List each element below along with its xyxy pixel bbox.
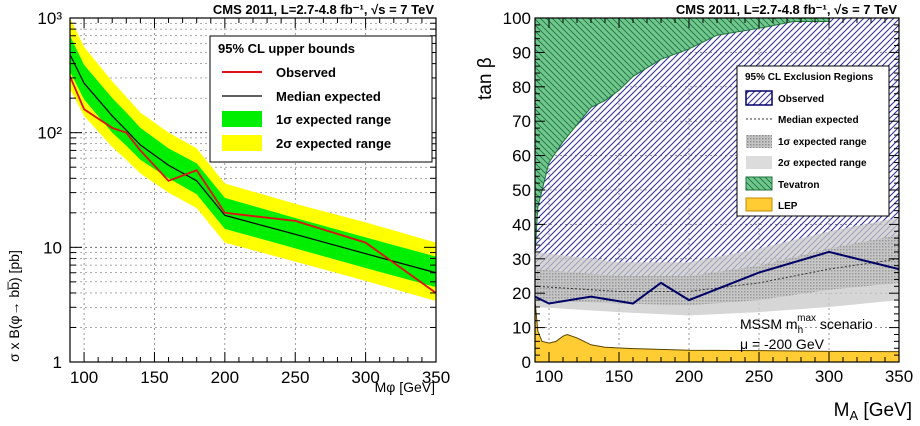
legend-tevatron-swatch bbox=[745, 176, 773, 191]
observed-line bbox=[70, 75, 436, 294]
x-tick-label: 250 bbox=[745, 367, 773, 386]
x-tick-label: 100 bbox=[70, 368, 98, 387]
legend-observed-label: Observed bbox=[276, 65, 336, 80]
x-tick-label: 150 bbox=[140, 368, 168, 387]
legend-2sigma-swatch bbox=[222, 135, 262, 151]
left-legend-title: 95% CL upper bounds bbox=[218, 41, 355, 56]
legend-2sigma-label: 2σ expected range bbox=[276, 136, 391, 151]
left-y-axis-title: σ x B(φ→ bb̅) [pb] bbox=[6, 250, 22, 362]
x-tick-label: 300 bbox=[351, 368, 379, 387]
legend-1sigma-swatch-right bbox=[746, 135, 772, 148]
x-tick-label: 200 bbox=[211, 368, 239, 387]
y-tick-label: 10³ bbox=[37, 9, 62, 28]
band-2-expected-range bbox=[70, 18, 436, 302]
lep-region bbox=[535, 300, 899, 362]
x-tick-label: 350 bbox=[422, 368, 450, 387]
mu-text: μ = -200 GeV bbox=[740, 336, 825, 352]
legend-1sigma-label-right: 1σ expected range bbox=[778, 137, 867, 148]
y-tick-label: 10 bbox=[512, 319, 531, 338]
left-ticks bbox=[70, 18, 437, 363]
y-tick-label: 100 bbox=[503, 9, 531, 28]
y-tick-label: 10² bbox=[37, 124, 62, 143]
legend-lep-label: LEP bbox=[778, 201, 798, 212]
y-tick-label: 20 bbox=[512, 284, 531, 303]
x-tick-label: 350 bbox=[885, 367, 913, 386]
left-x-tick-labels: 100 150 200 250 300 350 bbox=[70, 368, 450, 387]
legend-2sigma-swatch-right bbox=[746, 156, 772, 169]
right-panel: CMS 2011, L=2.7-4.8 fb⁻¹, √s = 7 TeV 100… bbox=[475, 2, 913, 423]
y-tick-label: 10 bbox=[43, 238, 62, 257]
y-tick-label: 30 bbox=[512, 250, 531, 269]
left-lines bbox=[70, 54, 436, 294]
x-tick-label: 150 bbox=[605, 367, 633, 386]
y-tick-label: 60 bbox=[512, 147, 531, 166]
scenario-text: MSSM mhmax scenario bbox=[740, 313, 873, 336]
legend-2sigma-label-right: 2σ expected range bbox=[778, 158, 867, 169]
legend-observed-swatch-right bbox=[745, 90, 773, 106]
one-sigma-band bbox=[535, 234, 899, 306]
x-tick-label: 100 bbox=[535, 367, 563, 386]
right-legend-title: 95% CL Exclusion Regions bbox=[745, 72, 874, 83]
y-tick-label: 40 bbox=[512, 215, 531, 234]
x-tick-label: 250 bbox=[281, 368, 309, 387]
y-tick-label: 90 bbox=[512, 43, 531, 62]
right-areas bbox=[535, 18, 899, 362]
x-tick-label: 200 bbox=[675, 367, 703, 386]
right-y-tick-labels: 0 10 20 30 40 50 60 70 80 90 100 bbox=[503, 9, 531, 372]
right-y-axis-title: tan β bbox=[475, 57, 496, 100]
x-tick-label: 300 bbox=[815, 367, 843, 386]
right-x-tick-labels: 100 150 200 250 300 350 bbox=[535, 367, 913, 386]
y-tick-label: 50 bbox=[512, 181, 531, 200]
legend-1sigma-label: 1σ expected range bbox=[276, 112, 391, 127]
left-chart-title: CMS 2011, L=2.7-4.8 fb⁻¹, √s = 7 TeV bbox=[213, 2, 434, 17]
legend-median-label: Median expected bbox=[276, 89, 381, 104]
band-1-expected-range bbox=[70, 35, 436, 288]
legend-lep-swatch bbox=[745, 197, 773, 212]
y-tick-label: 0 bbox=[522, 353, 531, 372]
right-legend: 95% CL Exclusion Regions Observed Median… bbox=[736, 65, 890, 217]
left-legend: 95% CL upper bounds Observed Median expe… bbox=[209, 35, 433, 163]
y-tick-label: 80 bbox=[512, 78, 531, 97]
legend-median-label-right: Median expected bbox=[778, 115, 859, 126]
legend-tevatron-label: Tevatron bbox=[778, 180, 820, 191]
left-x-axis-title: Mφ [GeV] bbox=[375, 379, 435, 395]
median-expected-line bbox=[70, 54, 436, 274]
right-ticks bbox=[534, 17, 900, 363]
right-x-axis-title: MA [GeV] bbox=[834, 400, 912, 423]
legend-observed-label-right: Observed bbox=[778, 94, 824, 105]
scenario-annotation: MSSM mhmax scenario μ = -200 GeV bbox=[740, 313, 873, 352]
observed-line bbox=[535, 250, 899, 305]
y-tick-label: 70 bbox=[512, 112, 531, 131]
left-panel: CMS 2011, L=2.7-4.8 fb⁻¹, √s = 7 TeV 100… bbox=[6, 2, 450, 395]
y-tick-label: 1 bbox=[53, 353, 62, 372]
legend-1sigma-swatch bbox=[222, 111, 262, 127]
right-chart-title: CMS 2011, L=2.7-4.8 fb⁻¹, √s = 7 TeV bbox=[676, 2, 897, 17]
left-y-tick-labels: 1 10 10² 10³ bbox=[37, 9, 62, 372]
left-bands bbox=[70, 18, 436, 302]
